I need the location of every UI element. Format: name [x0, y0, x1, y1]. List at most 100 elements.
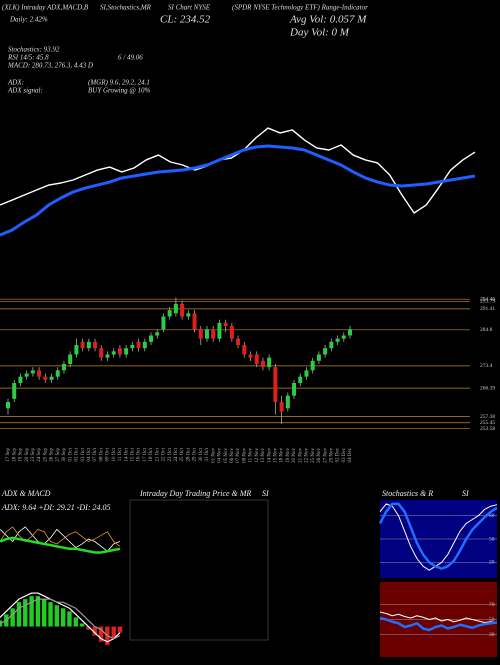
panel-title: ADX & MACD — [1, 489, 51, 498]
x-tick-label: 04 Dec — [348, 447, 353, 462]
x-tick-label: 25 Sep — [43, 448, 48, 462]
y-tick-label: 273.4 — [480, 363, 493, 369]
x-tick-label: 27 Nov — [323, 448, 328, 463]
series-line — [0, 536, 121, 554]
x-tick-label: 15 Nov — [274, 448, 279, 463]
histogram-bar — [29, 596, 34, 627]
x-tick-label: 06 Nov — [230, 448, 235, 463]
histogram-bar — [23, 599, 28, 627]
series-line — [378, 502, 498, 570]
candle-body — [186, 313, 191, 317]
panel-subtitle: ADX: 9.64 +DI: 29.21 -DI: 24.05 — [1, 503, 111, 512]
candle-body — [341, 335, 346, 339]
x-tick-label: 26 Nov — [317, 448, 322, 463]
y-tick-label: 30 — [489, 632, 495, 638]
header-text: SI Chart NYSE — [168, 4, 211, 12]
y-tick-label: 266.39 — [480, 385, 495, 391]
series-line — [0, 526, 121, 552]
candle-body — [12, 383, 17, 399]
candle-body — [24, 373, 29, 377]
x-tick-label: 14 Oct — [124, 447, 129, 461]
y-tick-label: 294.46 — [480, 296, 495, 302]
candle-body — [323, 348, 328, 355]
candle-body — [37, 370, 42, 377]
x-tick-label: 22 Nov — [305, 448, 310, 463]
candle-body — [167, 310, 172, 317]
series-line — [0, 598, 121, 640]
x-tick-label: 31 Oct — [205, 447, 210, 461]
x-tick-label: 21 Nov — [298, 448, 303, 463]
x-tick-label: 11 Oct — [118, 447, 123, 461]
x-tick-label: 29 Nov — [329, 448, 334, 463]
histogram-bar — [86, 626, 91, 630]
histogram-bar — [54, 605, 60, 627]
x-tick-label: 22 Oct — [162, 447, 167, 461]
panel-title: SI — [462, 489, 469, 498]
candle-body — [105, 354, 110, 358]
x-tick-label: 25 Oct — [180, 447, 185, 461]
x-tick-label: 30 Oct — [199, 447, 204, 461]
x-tick-label: 03 Oct — [81, 447, 86, 461]
candle-body — [117, 348, 122, 355]
x-tick-label: 24 Oct — [174, 447, 179, 461]
x-tick-label: 07 Oct — [93, 447, 98, 461]
header-text: BUY Growing @ 10% — [88, 87, 151, 95]
x-tick-label: 09 Oct — [106, 447, 111, 461]
header-text: RSI 14/5: 45.8 — [7, 54, 49, 62]
x-tick-label: 16 Oct — [137, 447, 142, 461]
x-tick-label: 01 Oct — [68, 447, 73, 461]
candle-body — [229, 326, 234, 339]
histogram-bar — [16, 602, 22, 627]
candle-body — [155, 332, 160, 336]
y-tick-label: 253.58 — [480, 426, 495, 432]
candle-body — [223, 322, 228, 326]
series-line — [379, 616, 498, 632]
candle-body — [55, 370, 60, 377]
x-tick-label: 17 Oct — [143, 447, 148, 461]
x-tick-label: 04 Oct — [87, 447, 92, 461]
candle-body — [260, 360, 265, 368]
histogram-bar — [98, 626, 104, 642]
x-tick-label: 28 Oct — [186, 447, 191, 461]
header-text: Day Vol: 0 M — [289, 27, 350, 39]
histogram-bar — [60, 608, 66, 627]
y-tick-label: 50 — [489, 617, 495, 623]
x-tick-label: 08 Nov — [242, 448, 247, 463]
candle-body — [198, 329, 203, 339]
histogram-bar — [10, 608, 15, 627]
candle-body — [80, 341, 85, 349]
x-tick-label: 15 Oct — [131, 447, 136, 461]
y-tick-label: 291.41 — [480, 306, 495, 312]
x-tick-label: 02 Dec — [336, 447, 341, 462]
candle-body — [6, 402, 10, 409]
x-tick-label: 23 Oct — [168, 447, 173, 461]
y-tick-label: 20 — [489, 560, 495, 566]
histogram-bar — [35, 596, 41, 627]
x-tick-label: 20 Sep — [25, 448, 30, 462]
candle-body — [180, 303, 185, 317]
candle-body — [61, 364, 66, 371]
candle-body — [217, 322, 222, 339]
series-line — [0, 144, 476, 237]
header-text: ADX signal: — [7, 87, 43, 95]
candle-body — [273, 367, 278, 402]
candle-body — [124, 348, 129, 355]
candle-body — [49, 376, 54, 380]
x-tick-label: 07 Nov — [236, 448, 241, 463]
candle-body — [211, 329, 216, 339]
x-tick-label: 08 Oct — [99, 447, 104, 461]
x-tick-label: 18 Oct — [149, 447, 154, 461]
candle-body — [254, 354, 259, 364]
x-tick-label: 18 Sep — [12, 448, 17, 462]
histogram-bar — [67, 611, 72, 627]
header-text: (SPDR NYSE Technology ETF) Range-Indicat… — [232, 4, 368, 12]
header-text: (MGR) 9.6, 29.2, 24.1 — [88, 79, 150, 87]
header-close: CL: 234.52 — [160, 14, 211, 26]
candle-body — [242, 345, 247, 355]
x-tick-label: 21 Oct — [155, 447, 160, 461]
x-tick-label: 25 Nov — [311, 448, 316, 463]
candle-body — [316, 354, 321, 361]
x-tick-label: 01 Nov — [211, 448, 216, 463]
y-tick-label: 80 — [489, 513, 495, 519]
y-tick-label: 70 — [489, 602, 495, 608]
